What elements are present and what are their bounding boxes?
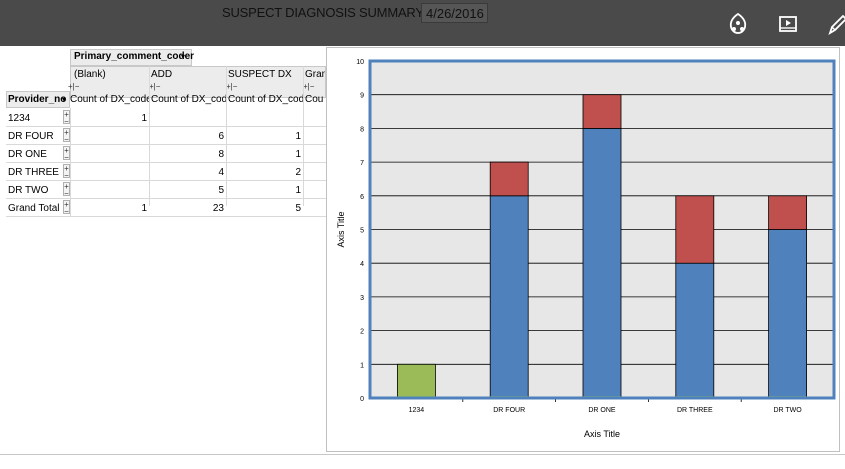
grand-total-cell: 5 [295,203,301,214]
media-icon [779,16,797,32]
y-tick-label: 5 [360,228,364,235]
value-cell: 1 [295,149,301,160]
expand-collapse-blank[interactable]: +|− [68,82,80,91]
x-tick-label: DR ONE [588,407,616,414]
value-cell: 2 [295,167,301,178]
value-cell: 1 [295,185,301,196]
row-expand-toggle[interactable]: + − [63,128,70,144]
column-header-band [70,66,326,98]
title-bar: SUSPECT DIAGNOSIS SUMMARY FOR 4/26/2016 [0,0,845,46]
row-label: 1234 [8,113,31,124]
grand-total-cell: 1 [141,203,147,214]
row-label: DR THREE [8,167,59,178]
grand-total-label: Grand Total [8,203,60,214]
column-label-grand-total: Gran [305,69,325,80]
edit-pencil-icon [828,14,845,36]
y-tick-label: 6 [360,194,364,201]
row-expand-toggle[interactable]: + − [63,110,70,126]
value-label-suspect: Count of DX_code [228,94,304,105]
value-label-grand: Cou [305,94,324,105]
bar-segment [675,262,715,399]
expand-collapse-grand[interactable]: +|− [303,82,315,91]
row-label: DR ONE [8,149,47,160]
bar-segment [768,195,808,230]
expand-collapse-suspect[interactable]: +|− [226,82,238,91]
y-tick-label: 0 [360,396,364,403]
pivot-table: Primary_comment_coder ▾ (Blank) ADD SUSP… [6,47,326,450]
x-axis-title: Axis Title [584,429,620,439]
expand-collapse-add[interactable]: +|− [149,82,161,91]
row-label: DR TWO [8,185,49,196]
refresh-button[interactable] [724,10,752,38]
bar-segment [489,161,529,197]
column-field-button[interactable] [70,49,192,66]
value-cell: 5 [218,185,224,196]
row-expand-toggle[interactable]: + − [63,182,70,198]
date-field[interactable]: 4/26/2016 [421,3,488,23]
x-tick-label: 1234 [409,407,425,414]
value-cell: 1 [295,131,301,142]
value-cell: 8 [218,149,224,160]
x-tick-label: DR TWO [773,407,802,414]
chart-panel[interactable]: 0 1 2 3 4 5 6 7 8 9 10 1234 DR FOUR DR ONE DR THREE DR … [326,47,840,452]
edit-button[interactable] [824,10,845,38]
bar-segment [582,94,622,129]
bar-segment [768,229,808,399]
row-expand-toggle[interactable]: + − [63,164,70,180]
row-expand-toggle[interactable]: + − [63,200,70,216]
column-label-blank: (Blank) [74,69,106,80]
y-tick-label: 8 [360,126,364,133]
value-label-add: Count of DX_code [151,94,227,105]
bottom-divider [0,454,845,455]
row-filter-arrow-icon[interactable]: ▾ [62,95,67,104]
plot-border [368,59,836,400]
x-tick-label: DR FOUR [493,407,525,414]
value-cell: 6 [218,131,224,142]
value-label-blank: Count of DX_code [70,94,150,105]
bar-segment [582,128,622,399]
date-value: 4/26/2016 [426,6,484,21]
row-field-button[interactable] [6,91,70,108]
y-tick-label: 3 [360,295,364,302]
y-tick-label: 2 [360,329,364,336]
value-cell: 1 [141,113,147,124]
grand-total-cell: 23 [212,203,224,214]
y-tick-label: 10 [356,59,364,66]
y-tick-label: 1 [360,362,364,369]
y-tick-label: 9 [360,93,364,100]
column-label-add: ADD [151,69,173,80]
refresh-icon [729,12,747,34]
row-expand-toggle[interactable]: + − [63,146,70,162]
x-tick-label: DR THREE [677,407,713,414]
y-axis-title: Axis Title [336,211,346,247]
bar-segment [489,195,529,399]
bar-segment [675,195,715,264]
value-cell: 4 [218,167,224,178]
column-field-label: Primary_comment_coder [74,51,195,62]
y-tick-label: 4 [360,261,364,268]
row-label: DR FOUR [8,131,54,142]
media-button[interactable] [774,10,802,38]
column-label-suspect-dx: SUSPECT DX [228,69,292,80]
bar-segment [397,363,436,399]
column-filter-arrow-icon[interactable]: ▾ [181,52,186,61]
y-tick-label: 7 [360,160,364,167]
page-title: SUSPECT DIAGNOSIS SUMMARY FOR [222,5,454,20]
row-field-label: Provider_no [8,94,67,105]
